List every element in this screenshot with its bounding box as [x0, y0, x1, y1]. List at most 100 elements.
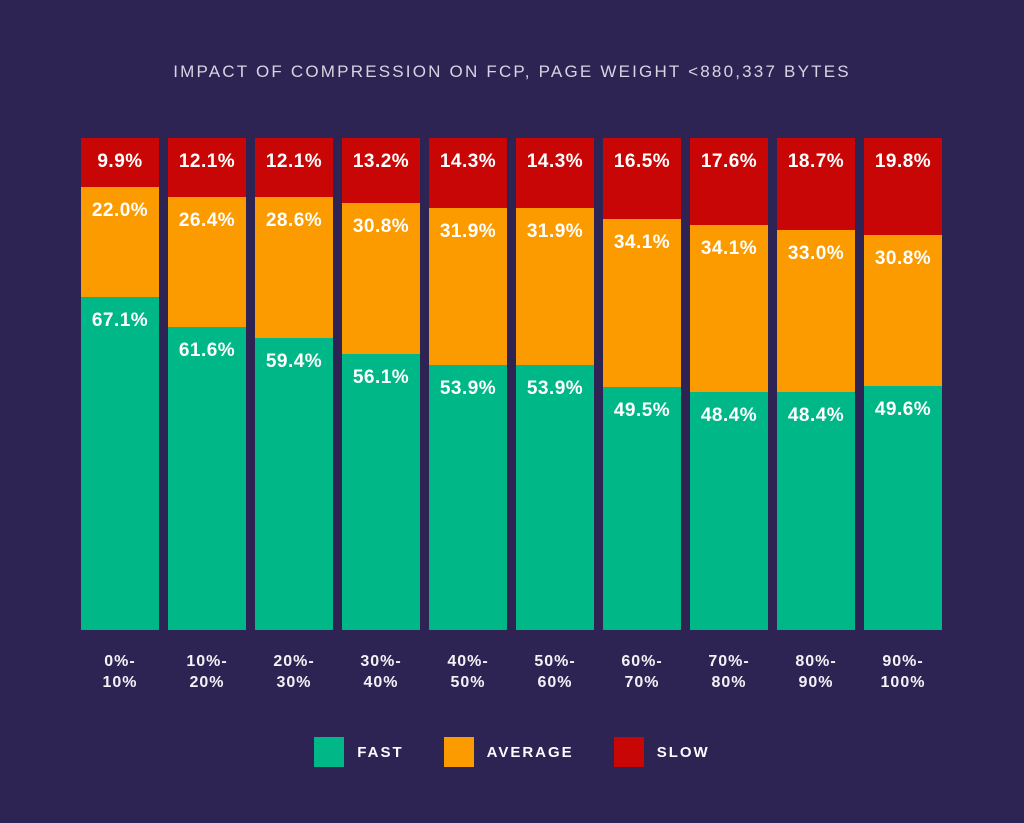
category-label-line1: 10%-	[186, 653, 228, 670]
legend-label-slow: SLOW	[656, 743, 710, 761]
category-label: 0%- 10%	[81, 651, 159, 693]
segment-average: 34.1%	[603, 219, 681, 387]
segment-fast: 53.9%	[429, 365, 507, 630]
value-label: 22.0%	[91, 200, 149, 222]
segment-fast: 49.5%	[603, 386, 681, 630]
value-label: 13.2%	[352, 151, 410, 172]
bar-40-50-: 14.3% 31.9% 53.9%	[429, 138, 507, 630]
segment-fast: 48.4%	[690, 392, 768, 630]
value-label: 48.4%	[700, 405, 758, 427]
category-label: 40%- 50%	[429, 651, 507, 693]
legend-label-average: AVERAGE	[486, 743, 574, 761]
segment-slow: 16.5%	[603, 138, 681, 220]
segment-average: 34.1%	[690, 224, 768, 393]
value-label: 14.3%	[439, 151, 497, 172]
value-label: 59.4%	[265, 351, 323, 373]
value-label: 12.1%	[178, 151, 236, 172]
segment-average: 33.0%	[777, 229, 855, 393]
value-label: 53.9%	[439, 378, 497, 400]
category-label-line1: 60%-	[621, 653, 663, 670]
legend-item-fast: FAST	[314, 737, 403, 767]
value-label: 31.9%	[526, 221, 584, 243]
segment-slow: 9.9%	[81, 138, 159, 188]
category-label: 10%- 20%	[168, 651, 246, 693]
segment-average: 31.9%	[516, 208, 594, 366]
category-label-line2: 70%	[624, 674, 660, 691]
value-label: 31.9%	[439, 221, 497, 243]
segment-average: 22.0%	[81, 187, 159, 297]
legend-swatch-slow	[613, 737, 644, 767]
segment-slow: 19.8%	[864, 138, 942, 236]
segment-average: 30.8%	[342, 202, 420, 355]
value-label: 53.9%	[526, 378, 584, 400]
value-label: 49.6%	[874, 399, 932, 421]
segment-slow: 14.3%	[516, 138, 594, 209]
value-label: 34.1%	[613, 232, 671, 254]
value-label: 30.8%	[352, 215, 410, 237]
category-label: 80%- 90%	[777, 651, 855, 693]
value-label: 12.1%	[265, 151, 323, 172]
segment-fast: 67.1%	[81, 296, 159, 630]
value-label: 67.1%	[91, 309, 149, 331]
segment-average: 30.8%	[864, 235, 942, 387]
x-axis-labels: 0%- 10% 10%- 20% 20%- 30% 30%- 40% 40%- 50% 50%- 60…	[81, 651, 942, 693]
bar-0-10-: 9.9% 22.0% 67.1%	[81, 138, 159, 630]
category-label-line2: 60%	[537, 674, 573, 691]
plot-area: 9.9% 22.0% 67.1% 12.1% 26.4% 61.6% 12.1% 28.6% 5…	[81, 138, 942, 630]
bar-10-20-: 12.1% 26.4% 61.6%	[168, 138, 246, 630]
bar-70-80-: 17.6% 34.1% 48.4%	[690, 138, 768, 630]
category-label-line1: 30%-	[360, 653, 402, 670]
segment-slow: 12.1%	[168, 138, 246, 198]
bar-80-90-: 18.7% 33.0% 48.4%	[777, 138, 855, 630]
value-label: 17.6%	[700, 151, 758, 172]
bar-50-60-: 14.3% 31.9% 53.9%	[516, 138, 594, 630]
category-label-line1: 20%-	[273, 653, 315, 670]
category-label: 50%- 60%	[516, 651, 594, 693]
bar-30-40-: 13.2% 30.8% 56.1%	[342, 138, 420, 630]
value-label: 49.5%	[613, 399, 671, 421]
legend: FAST AVERAGE SLOW	[0, 737, 1024, 767]
segment-slow: 14.3%	[429, 138, 507, 209]
segment-fast: 48.4%	[777, 392, 855, 630]
value-label: 34.1%	[700, 237, 758, 259]
category-label-line1: 50%-	[534, 653, 576, 670]
category-label-line2: 40%	[363, 674, 399, 691]
category-label: 20%- 30%	[255, 651, 333, 693]
category-label-line2: 20%	[189, 674, 225, 691]
category-label: 90%- 100%	[864, 651, 942, 693]
legend-swatch-fast	[314, 737, 345, 767]
legend-item-slow: SLOW	[613, 737, 710, 767]
segment-slow: 17.6%	[690, 138, 768, 225]
segment-fast: 56.1%	[342, 354, 420, 630]
legend-item-average: AVERAGE	[443, 737, 574, 767]
value-label: 33.0%	[787, 242, 845, 264]
segment-slow: 18.7%	[777, 138, 855, 230]
category-label: 30%- 40%	[342, 651, 420, 693]
segment-fast: 53.9%	[516, 365, 594, 630]
bar-20-30-: 12.1% 28.6% 59.4%	[255, 138, 333, 630]
category-label: 60%- 70%	[603, 651, 681, 693]
segment-average: 28.6%	[255, 197, 333, 339]
category-label: 70%- 80%	[690, 651, 768, 693]
bar-60-70-: 16.5% 34.1% 49.5%	[603, 138, 681, 630]
segment-slow: 13.2%	[342, 138, 420, 203]
category-label-line1: 0%-	[104, 653, 136, 670]
category-label-line1: 80%-	[795, 653, 837, 670]
value-label: 61.6%	[178, 340, 236, 362]
segment-fast: 49.6%	[864, 386, 942, 630]
value-label: 48.4%	[787, 405, 845, 427]
category-label-line2: 50%	[450, 674, 486, 691]
value-label: 30.8%	[874, 248, 932, 270]
category-label-line2: 30%	[276, 674, 312, 691]
category-label-line2: 10%	[102, 674, 138, 691]
category-label-line1: 40%-	[447, 653, 489, 670]
segment-average: 31.9%	[429, 208, 507, 366]
category-label-line2: 100%	[880, 674, 926, 691]
category-label-line1: 90%-	[882, 653, 924, 670]
value-label: 19.8%	[874, 151, 932, 172]
value-label: 16.5%	[613, 151, 671, 172]
value-label: 14.3%	[526, 151, 584, 172]
value-label: 56.1%	[352, 367, 410, 389]
segment-average: 26.4%	[168, 197, 246, 328]
